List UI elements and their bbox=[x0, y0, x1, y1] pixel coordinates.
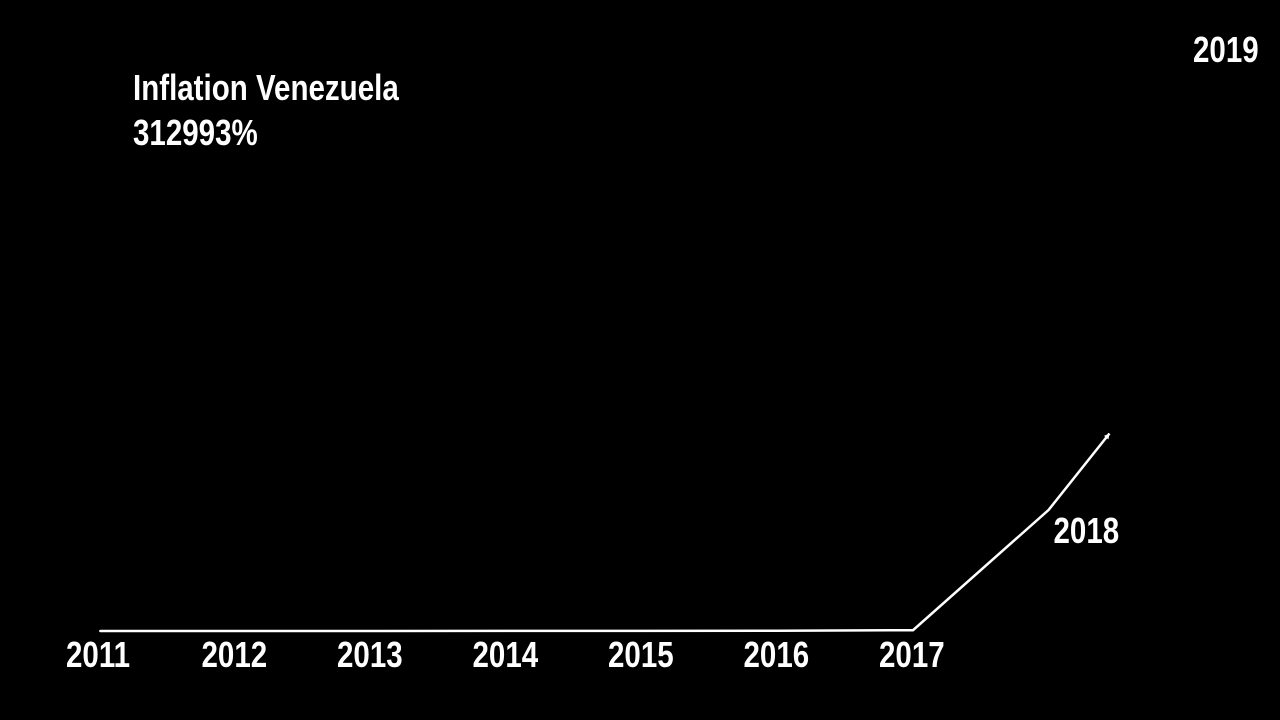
data-point bbox=[99, 629, 101, 632]
x-tick-label: 2018 bbox=[1054, 510, 1120, 550]
series-line bbox=[99, 432, 1111, 633]
x-tick-label: 2016 bbox=[744, 634, 810, 674]
x-tick-label: 2017 bbox=[879, 634, 945, 674]
data-point bbox=[912, 629, 914, 632]
data-point bbox=[641, 629, 643, 632]
x-tick-label: 2014 bbox=[473, 634, 539, 674]
current-value-readout: 312993% bbox=[133, 112, 258, 153]
line-tip-arrow-icon bbox=[1103, 433, 1110, 440]
x-tick-label: 2019 bbox=[1193, 29, 1259, 69]
x-tick-label: 2013 bbox=[337, 634, 403, 674]
x-tick-label: 2012 bbox=[202, 634, 268, 674]
data-point bbox=[505, 629, 508, 632]
data-point bbox=[776, 629, 779, 632]
chart-title: Inflation Venezuela bbox=[133, 67, 399, 108]
x-tick-label: 2015 bbox=[608, 634, 674, 674]
data-point bbox=[370, 629, 372, 632]
data-point bbox=[1047, 509, 1050, 512]
x-tick-label: 2011 bbox=[66, 634, 130, 674]
data-point bbox=[234, 629, 237, 632]
